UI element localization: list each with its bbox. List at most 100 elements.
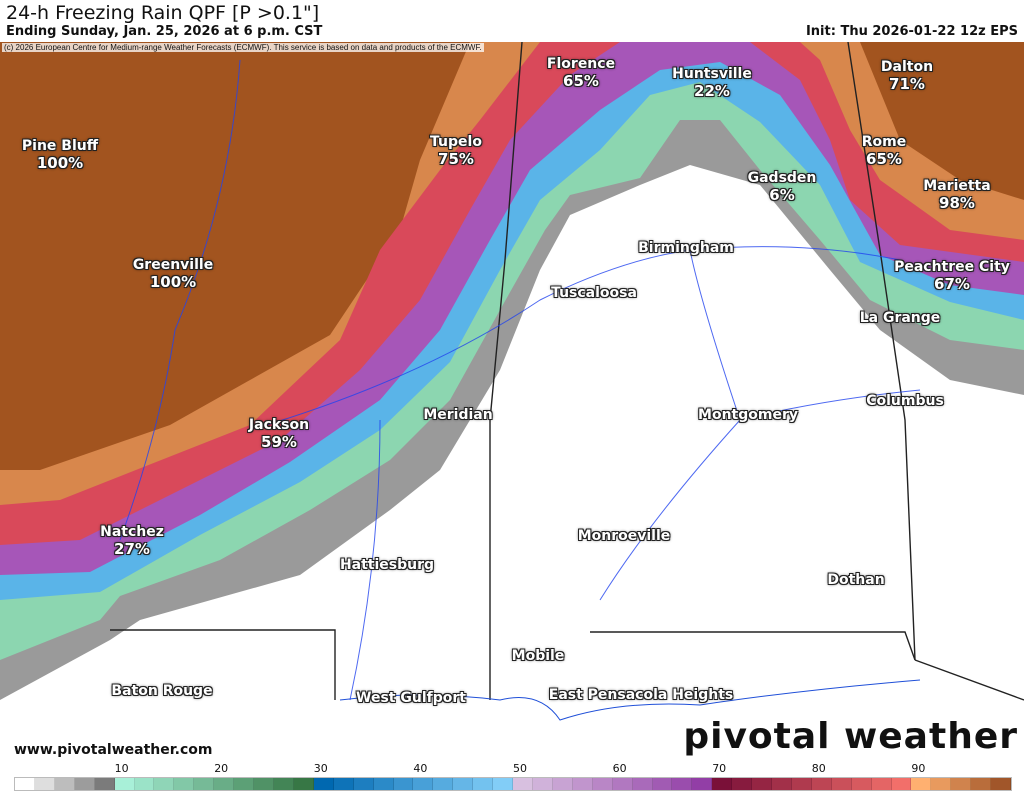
colorbar-cell <box>453 778 474 790</box>
copyright-notice: (c) 2026 European Centre for Medium-rang… <box>2 43 484 52</box>
city-name: Tupelo <box>430 134 482 150</box>
city-name: La Grange <box>859 310 941 326</box>
city-probability: 6% <box>769 186 795 204</box>
colorbar-cell <box>313 778 334 790</box>
city-name: Birmingham <box>638 240 734 256</box>
colorbar-cell <box>791 778 812 790</box>
city-name: Florence <box>546 56 616 72</box>
city-montgomery: Montgomery <box>698 407 798 424</box>
city-probability: 71% <box>889 75 925 93</box>
city-dothan: Dothan <box>827 572 884 589</box>
colorbar-cell <box>174 778 195 790</box>
city-name: Pine Bluff <box>21 138 99 154</box>
city-east-pensacola-heights: East Pensacola Heights <box>549 687 733 704</box>
city-probability: 75% <box>438 150 474 168</box>
colorbar-tick-label: 40 <box>413 762 428 775</box>
city-probability: 67% <box>934 275 970 293</box>
city-name: Montgomery <box>698 407 798 423</box>
city-probability: 59% <box>261 433 297 451</box>
colorbar-cell <box>54 778 75 790</box>
city-florence: Florence 65% <box>547 56 615 90</box>
band-below-threshold <box>0 165 1024 760</box>
colorbar-cell <box>612 778 633 790</box>
colorbar-cell <box>871 778 892 790</box>
city-name: Mobile <box>511 648 565 664</box>
colorbar-cell <box>393 778 414 790</box>
colorbar-cell <box>94 778 115 790</box>
colorbar-cell <box>811 778 832 790</box>
city-probability: 98% <box>939 194 975 212</box>
city-name: Natchez <box>100 524 164 540</box>
city-columbus: Columbus <box>866 393 944 410</box>
city-birmingham: Birmingham <box>638 240 734 257</box>
colorbar-cell <box>572 778 593 790</box>
colorbar-cell <box>592 778 613 790</box>
colorbar-cell <box>353 778 374 790</box>
city-name: Marietta <box>923 178 991 194</box>
city-baton-rouge: Baton Rouge <box>111 683 212 700</box>
colorbar-tick-label: 70 <box>712 762 727 775</box>
colorbar-cell <box>15 778 35 790</box>
colorbar-cell <box>672 778 693 790</box>
colorbar-cell <box>692 778 713 790</box>
city-gadsden: Gadsden 6% <box>748 170 817 204</box>
city-natchez: Natchez 27% <box>100 524 164 558</box>
city-name: West Gulfport <box>356 690 466 706</box>
city-name: Dothan <box>827 572 885 588</box>
init-time: Init: Thu 2026-01-22 12z EPS <box>805 24 1018 39</box>
city-tupelo: Tupelo 75% <box>430 134 482 168</box>
colorbar-cell <box>134 778 155 790</box>
state-borders <box>110 42 1024 721</box>
city-tuscaloosa: Tuscaloosa <box>551 285 637 302</box>
colorbar-cell <box>712 778 733 790</box>
city-name: East Pensacola Heights <box>548 687 734 703</box>
colorbar-cell <box>473 778 494 790</box>
city-name: Huntsville <box>672 66 752 82</box>
colorbar-tick-label: 10 <box>114 762 129 775</box>
colorbar-tick-label: 30 <box>313 762 328 775</box>
valid-time: Ending Sunday, Jan. 25, 2026 at 6 p.m. C… <box>6 24 323 39</box>
colorbar-tick-label: 60 <box>612 762 627 775</box>
city-name: Rome <box>861 134 907 150</box>
city-name: Monroeville <box>577 528 671 544</box>
colorbar-cell <box>971 778 992 790</box>
city-huntsville: Huntsville 22% <box>672 66 752 100</box>
colorbar-cell <box>194 778 215 790</box>
colorbar-cell <box>891 778 912 790</box>
city-la-grange: La Grange <box>860 310 941 327</box>
colorbar-cell <box>552 778 573 790</box>
colorbar-cell <box>114 778 135 790</box>
colorbar-cell <box>493 778 514 790</box>
colorbar-cell <box>373 778 394 790</box>
city-peachtree-city: Peachtree City 67% <box>894 259 1010 293</box>
city-name: Jackson <box>248 417 310 433</box>
city-name: Dalton <box>880 59 934 75</box>
city-name: Columbus <box>866 393 944 409</box>
colorbar-cell <box>951 778 972 790</box>
colorbar-cell <box>293 778 314 790</box>
colorbar-cell <box>652 778 673 790</box>
city-monroeville: Monroeville <box>578 528 671 545</box>
map-title: 24-h Freezing Rain QPF [P >0.1"] <box>6 2 320 24</box>
city-name: Baton Rouge <box>111 683 213 699</box>
probability-map <box>0 42 1024 760</box>
city-west-gulfport: West Gulfport <box>356 690 466 707</box>
city-probability: 65% <box>866 150 902 168</box>
city-name: Peachtree City <box>894 259 1010 275</box>
colorbar-cell <box>433 778 454 790</box>
colorbar-tick-label: 50 <box>513 762 527 775</box>
colorbar-cell <box>214 778 235 790</box>
colorbar-cell <box>74 778 95 790</box>
colorbar-cell <box>234 778 255 790</box>
city-name: Hattiesburg <box>339 557 435 573</box>
colorbar-tick-label: 20 <box>214 762 229 775</box>
colorbar-cell <box>513 778 533 790</box>
pivotal-weather-logo: pivotal weather <box>683 716 1018 757</box>
colorbar-cell <box>752 778 773 790</box>
colorbar-cell <box>413 778 434 790</box>
colorbar-cell <box>831 778 852 790</box>
colorbar-cell <box>851 778 872 790</box>
colorbar-cell <box>34 778 55 790</box>
city-name: Gadsden <box>747 170 817 186</box>
city-pine-bluff: Pine Bluff 100% <box>22 138 98 172</box>
